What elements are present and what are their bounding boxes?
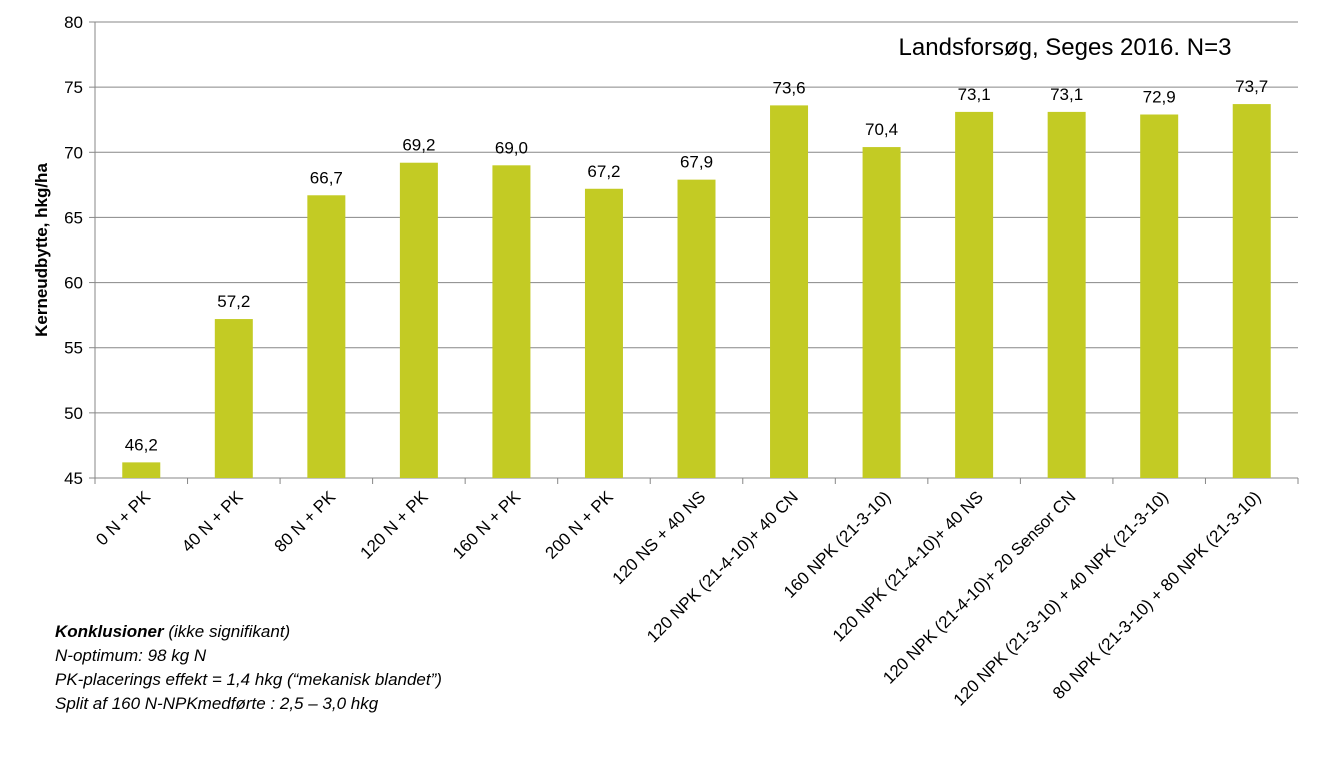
value-label: 46,2 xyxy=(125,435,158,454)
x-tick-label: 160 N + PK xyxy=(449,487,525,563)
chart-title: Landsforsøg, Seges 2016. N=3 xyxy=(899,34,1232,61)
notes-heading-text: Konklusioner xyxy=(55,622,165,641)
y-tick-label: 80 xyxy=(64,13,83,32)
bar xyxy=(677,179,716,478)
notes-line: Split af 160 N-NPKmedførte : 2,5 – 3,0 h… xyxy=(55,694,379,713)
bar xyxy=(214,319,253,478)
value-label: 69,0 xyxy=(495,138,528,157)
x-tick-label: 0 N + PK xyxy=(92,487,154,549)
bar xyxy=(1140,114,1179,478)
y-tick-label: 45 xyxy=(64,469,83,488)
bar xyxy=(584,188,623,478)
notes-heading-note: (ikke signifikant) xyxy=(164,622,291,641)
value-label: 66,7 xyxy=(310,168,343,187)
y-tick-label: 50 xyxy=(64,404,83,423)
y-tick-label: 60 xyxy=(64,274,83,293)
bar xyxy=(955,111,994,478)
value-label: 73,6 xyxy=(772,78,805,97)
x-tick-label: 200 N + PK xyxy=(542,487,618,563)
notes-line: PK-placerings effekt = 1,4 hkg (“mekanis… xyxy=(55,670,442,689)
x-tick-label: 120 NPK (21-4-10)+ 40 NS xyxy=(829,487,987,645)
x-tick-label: 40 N + PK xyxy=(178,487,247,556)
x-tick-label: 120 NPK (21-4-10)+ 40 CN xyxy=(643,487,802,646)
notes-line: N-optimum: 98 kg N xyxy=(55,646,207,665)
bar xyxy=(862,147,901,478)
bar xyxy=(770,105,809,478)
y-tick-label: 70 xyxy=(64,143,83,162)
value-label: 67,2 xyxy=(587,162,620,181)
y-tick-label: 55 xyxy=(64,339,83,358)
x-tick-label: 120 NPK (21-4-10)+ 20 Sensor CN xyxy=(879,487,1079,687)
x-tick-label: 120 NS + 40 NS xyxy=(609,487,710,588)
bar xyxy=(122,462,161,478)
y-tick-label: 75 xyxy=(64,78,83,97)
bar xyxy=(492,165,531,479)
value-label: 73,1 xyxy=(958,85,991,104)
value-label: 70,4 xyxy=(865,120,898,139)
value-label: 57,2 xyxy=(217,292,250,311)
x-tick-label: 120 N + PK xyxy=(356,487,432,563)
bar xyxy=(1232,104,1271,478)
value-label: 67,9 xyxy=(680,153,713,172)
bar xyxy=(399,162,438,479)
y-tick-label: 65 xyxy=(64,208,83,227)
value-label: 69,2 xyxy=(402,136,435,155)
value-label: 73,1 xyxy=(1050,85,1083,104)
y-axis-label: Kerneudbytte, hkg/ha xyxy=(32,163,51,337)
value-label: 73,7 xyxy=(1235,77,1268,96)
x-tick-label: 80 NPK (21-3-10) + 80 NPK (21-3-10) xyxy=(1049,487,1265,703)
bar xyxy=(307,195,346,478)
notes-heading: Konklusioner (ikke signifikant) xyxy=(55,622,290,641)
value-label: 72,9 xyxy=(1143,88,1176,107)
x-tick-label: 80 N + PK xyxy=(271,487,340,556)
bar xyxy=(1047,111,1086,478)
